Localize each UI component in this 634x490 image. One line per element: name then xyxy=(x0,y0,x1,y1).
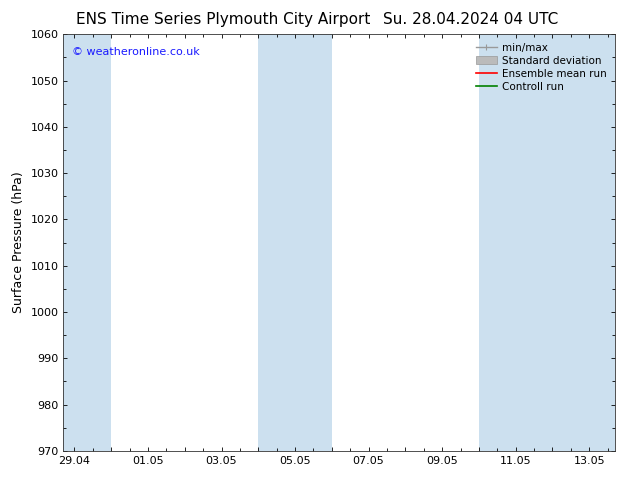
Bar xyxy=(479,34,615,451)
Bar xyxy=(63,34,111,451)
Text: ENS Time Series Plymouth City Airport: ENS Time Series Plymouth City Airport xyxy=(76,12,370,27)
Text: © weatheronline.co.uk: © weatheronline.co.uk xyxy=(72,47,200,57)
Legend: min/max, Standard deviation, Ensemble mean run, Controll run: min/max, Standard deviation, Ensemble me… xyxy=(473,40,610,95)
Y-axis label: Surface Pressure (hPa): Surface Pressure (hPa) xyxy=(12,172,25,314)
Text: Su. 28.04.2024 04 UTC: Su. 28.04.2024 04 UTC xyxy=(383,12,558,27)
Bar xyxy=(258,34,332,451)
